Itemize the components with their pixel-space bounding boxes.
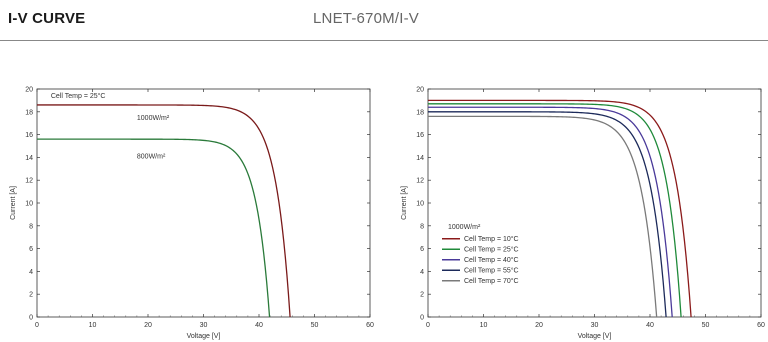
series-line xyxy=(37,104,291,318)
x-tick-label: 30 xyxy=(200,322,208,329)
y-tick-label: 18 xyxy=(25,109,33,116)
y-tick-label: 6 xyxy=(29,246,33,253)
y-tick-label: 16 xyxy=(25,132,33,139)
annotation: Cell Temp = 25°C xyxy=(51,92,106,100)
y-tick-label: 2 xyxy=(29,292,33,299)
x-axis-label: Voltage [V] xyxy=(187,333,221,340)
plot-frame xyxy=(36,88,371,318)
x-tick-label: 60 xyxy=(366,322,374,329)
x-tick-label: 10 xyxy=(89,322,97,329)
annotation: 800W/m² xyxy=(137,154,166,161)
annotation: 1000W/m² xyxy=(137,115,170,122)
header-divider xyxy=(0,40,768,41)
page-title: I-V CURVE xyxy=(8,10,86,27)
model-number: LNET-670M/I-V xyxy=(313,10,419,27)
x-tick-label: 50 xyxy=(311,322,319,329)
y-tick-label: 4 xyxy=(29,269,33,276)
y-tick-label: 12 xyxy=(25,178,33,185)
page-header: I-V CURVE LNET-670M/I-V xyxy=(0,0,768,41)
x-tick-label: 20 xyxy=(144,322,152,329)
y-axis-label: Current [A] xyxy=(10,186,17,220)
y-tick-label: 14 xyxy=(25,155,33,162)
y-tick-label: 20 xyxy=(25,87,33,94)
series-line xyxy=(37,138,271,318)
x-tick-label: 40 xyxy=(255,322,263,329)
y-tick-label: 8 xyxy=(29,223,33,230)
x-tick-label: 0 xyxy=(35,322,39,329)
y-tick-label: 0 xyxy=(29,315,33,322)
y-tick-label: 10 xyxy=(25,201,33,208)
